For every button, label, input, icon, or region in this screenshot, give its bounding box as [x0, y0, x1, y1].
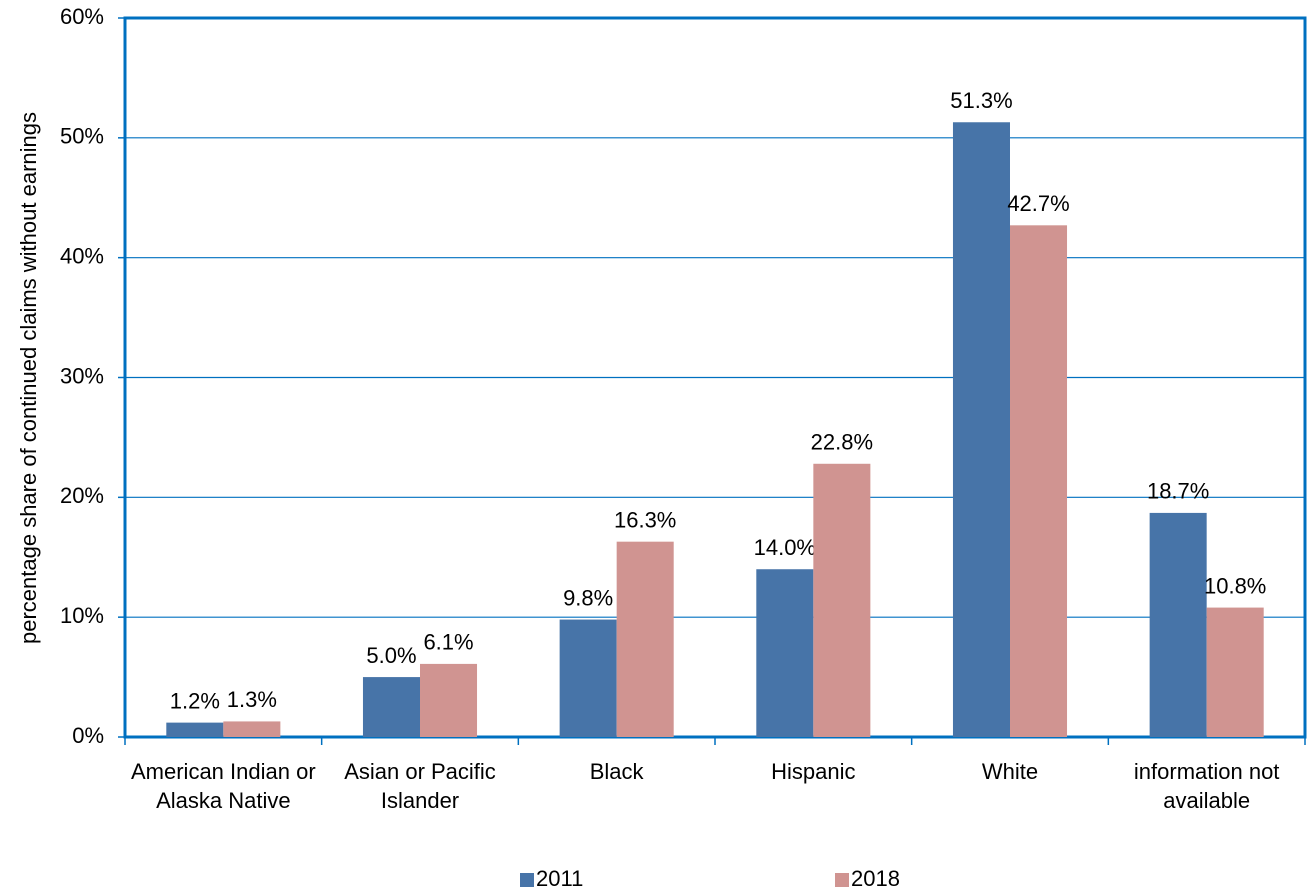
- y-tick-label: 0%: [72, 723, 104, 748]
- value-label: 5.0%: [366, 643, 416, 668]
- bar: [616, 541, 674, 737]
- x-tick-label: Hispanic: [771, 759, 856, 784]
- y-tick-label: 20%: [60, 483, 104, 508]
- bar: [952, 122, 1010, 737]
- legend-label: 2018: [851, 866, 900, 891]
- x-tick-label: information not available: [1133, 759, 1280, 813]
- x-tick-label: White: [981, 759, 1039, 784]
- x-tick-label: American Indian or Alaska Native: [131, 759, 316, 813]
- value-label: 10.8%: [1204, 573, 1266, 598]
- legend-swatch: [520, 873, 534, 887]
- value-label: 22.8%: [811, 430, 873, 455]
- value-label: 6.1%: [423, 630, 473, 655]
- value-label: 1.3%: [227, 687, 277, 712]
- bar: [756, 569, 814, 737]
- value-label: 9.8%: [563, 585, 613, 610]
- bar: [559, 619, 617, 737]
- bar: [813, 463, 871, 737]
- bar: [1149, 512, 1207, 737]
- y-tick-label: 30%: [60, 363, 104, 388]
- value-label: 42.7%: [1007, 191, 1069, 216]
- value-label: 18.7%: [1147, 479, 1209, 504]
- y-tick-label: 10%: [60, 603, 104, 628]
- bar: [166, 722, 224, 737]
- y-tick-label: 60%: [60, 4, 104, 29]
- value-label: 16.3%: [614, 507, 676, 532]
- y-tick-label: 50%: [60, 124, 104, 149]
- bar: [1010, 225, 1068, 738]
- bar: [362, 677, 420, 737]
- bar: [420, 663, 478, 737]
- value-label: 51.3%: [950, 88, 1012, 113]
- x-tick-label: Asian or Pacific Islander: [344, 759, 496, 813]
- value-label: 14.0%: [754, 535, 816, 560]
- legend-swatch: [835, 873, 849, 887]
- bar: [1206, 607, 1264, 737]
- bar: [223, 721, 281, 737]
- x-tick-label: Black: [589, 759, 644, 784]
- value-label: 1.2%: [170, 688, 220, 713]
- y-axis-title: percentage share of continued claims wit…: [16, 112, 41, 644]
- y-tick-label: 40%: [60, 243, 104, 268]
- legend-label: 2011: [536, 866, 583, 891]
